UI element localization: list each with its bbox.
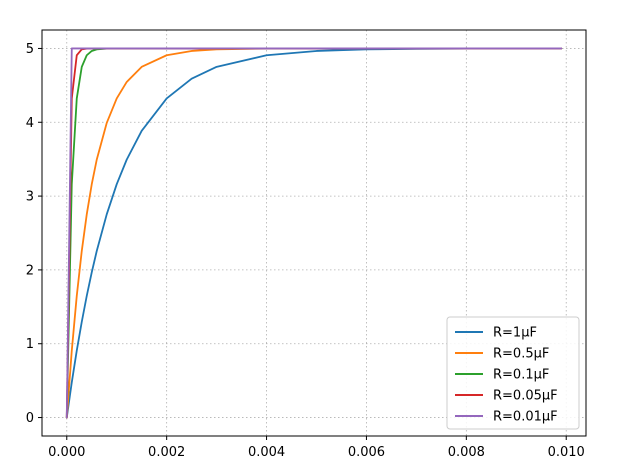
x-tick-label: 0.010 [548,445,585,460]
x-tick-label: 0.004 [248,445,285,460]
legend-box [446,316,580,430]
y-tick-label: 0 [26,411,34,426]
legend: R=1μF R=0.5μF R=0.1μF R=0.05μF R=0.01μF [446,316,580,430]
y-tick-label: 5 [26,42,34,57]
plot-frame [41,29,587,437]
x-tick-label: 0.006 [348,445,385,460]
legend-label: R=0.01μF [493,410,558,425]
x-axis: 0.000 0.002 0.004 0.006 0.008 0.010 [48,436,585,460]
plot-series [65,47,563,419]
y-tick-label: 4 [26,116,34,131]
series-line-5 [65,47,563,419]
x-tick-label: 0.000 [48,445,85,460]
y-tick-label: 1 [26,337,34,352]
y-tick-label: 2 [26,263,34,278]
y-tick-label: 3 [26,190,34,205]
legend-label: R=0.05μF [493,389,558,404]
legend-label: R=0.1μF [493,368,549,383]
legend-label: R=1μF [493,326,537,341]
y-axis: 0 1 2 3 4 5 [26,42,42,426]
legend-label: R=0.5μF [493,347,549,362]
x-tick-label: 0.008 [448,445,485,460]
x-tick-label: 0.002 [148,445,185,460]
